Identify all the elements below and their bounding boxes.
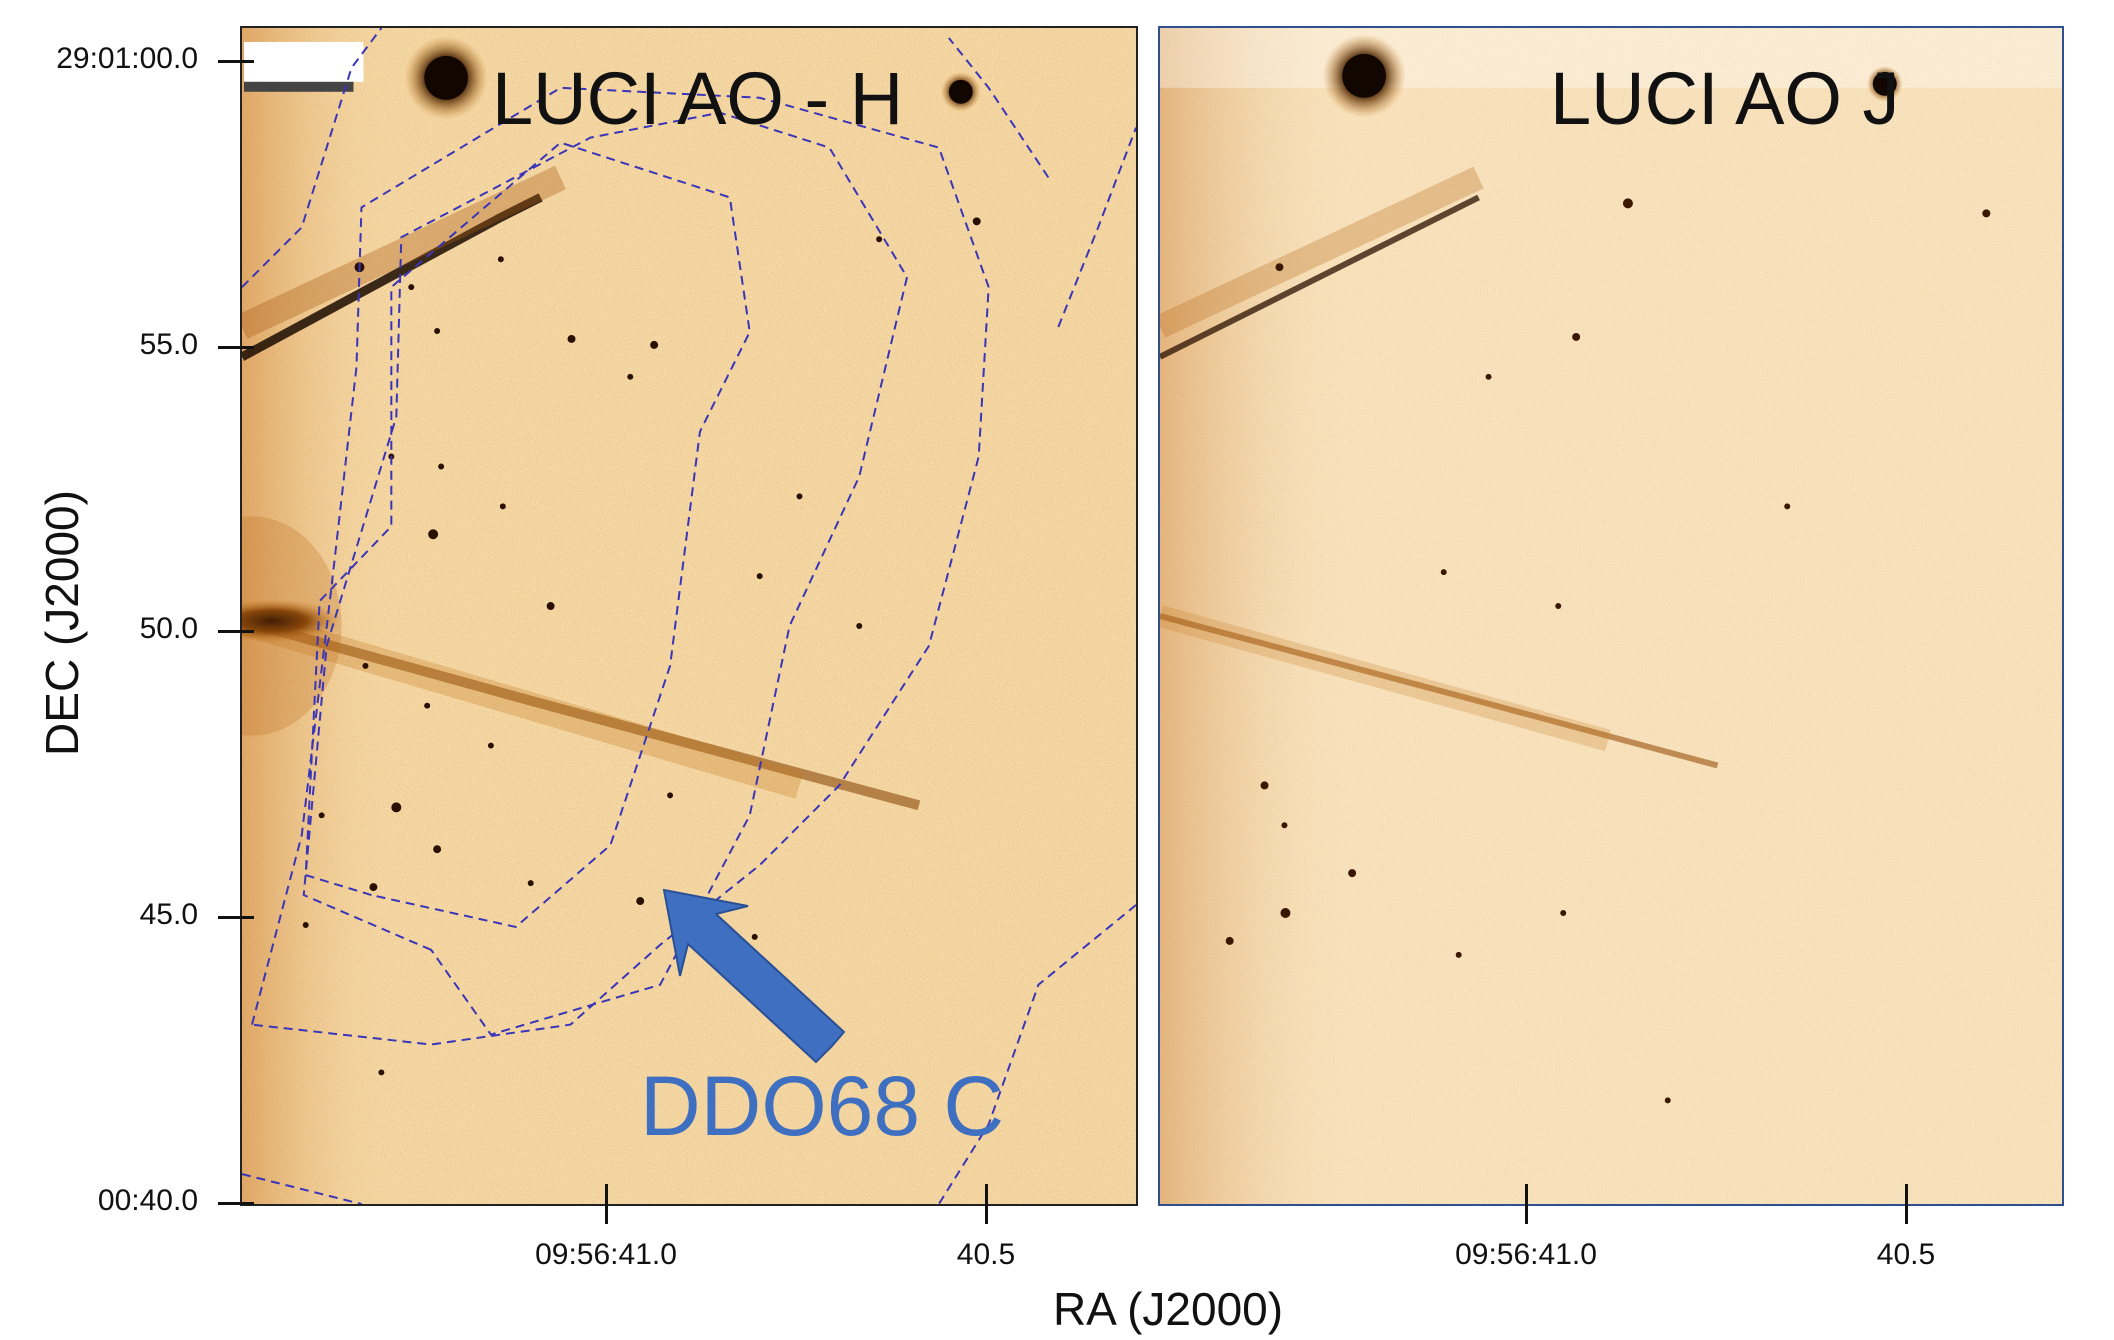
y-axis-title: DEC (J2000) (36, 490, 88, 756)
x-tick-label: 09:56:41.0 (535, 1238, 677, 1271)
x-tick-label: 09:56:41.0 (1455, 1238, 1597, 1271)
y-tick-mark (218, 916, 254, 919)
y-tick-label: 50.0 (139, 612, 198, 645)
y-tick-label: 45.0 (139, 898, 198, 931)
h-band-title: LUCI AO - H (492, 57, 904, 140)
y-tick-label: 55.0 (139, 328, 198, 361)
j-band-image-panel: LUCI AO J (1158, 26, 2064, 1206)
x-tick-mark (1905, 1184, 1908, 1224)
annotation-label: DDO68 C (640, 1059, 1005, 1153)
y-tick-mark (218, 60, 254, 63)
j-band-image (1160, 28, 2062, 1204)
y-tick-label: 29:01:00.0 (56, 42, 198, 75)
x-tick-mark (985, 1184, 988, 1224)
x-axis-title: RA (J2000) (1052, 1283, 1284, 1335)
y-tick-mark (218, 630, 254, 633)
j-band-title: LUCI AO J (1550, 57, 1900, 140)
x-tick-mark (605, 1184, 608, 1224)
x-tick-label: 40.5 (1876, 1238, 1936, 1271)
point-sources-j (1225, 198, 1991, 1104)
y-tick-mark (218, 1202, 254, 1205)
h-band-image (242, 28, 1136, 1204)
y-tick-mark (218, 346, 254, 349)
point-sources (302, 217, 981, 1076)
x-tick-mark (1525, 1184, 1528, 1224)
x-tick-label: 40.5 (956, 1238, 1016, 1271)
h-band-image-panel: LUCI AO - H (240, 26, 1138, 1206)
y-tick-label: 00:40.0 (97, 1184, 198, 1217)
